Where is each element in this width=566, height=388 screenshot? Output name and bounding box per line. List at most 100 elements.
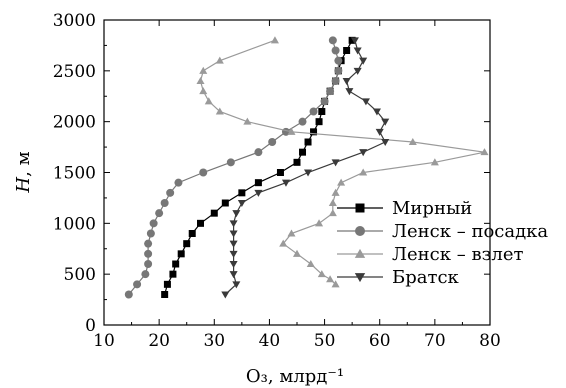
legend-label: Мирный <box>392 198 472 219</box>
data-point <box>177 250 185 258</box>
data-point <box>408 137 417 146</box>
data-point <box>334 66 343 75</box>
data-point <box>166 188 175 197</box>
legend-label: Ленск – взлет <box>392 244 523 265</box>
data-point <box>361 98 370 106</box>
data-point <box>345 88 354 96</box>
x-axis-title: O₃, млрд⁻¹ <box>246 366 344 387</box>
data-point <box>309 107 318 116</box>
data-point <box>281 179 290 187</box>
data-point <box>304 138 312 146</box>
data-point <box>331 159 340 167</box>
data-point <box>254 148 263 157</box>
data-point <box>326 275 335 283</box>
data-point <box>141 270 150 279</box>
y-tick-label: 1500 <box>53 164 96 184</box>
data-point <box>161 291 169 298</box>
data-point <box>359 149 368 157</box>
x-tick-label: 60 <box>369 331 391 351</box>
data-point <box>172 260 180 268</box>
data-point <box>430 158 439 166</box>
x-tick-label: 10 <box>93 331 115 351</box>
data-point <box>480 148 489 156</box>
data-point <box>331 188 340 196</box>
data-point <box>237 199 246 208</box>
data-point <box>196 76 205 85</box>
y-axis-title: H, м <box>13 151 34 193</box>
data-point <box>169 270 177 278</box>
data-point <box>146 229 155 238</box>
axes: 10 20 30 40 50 60 70 80 0 500 1000 1500 2000 2500 3000 <box>53 11 501 351</box>
data-point <box>331 280 340 288</box>
data-point <box>174 178 183 187</box>
data-point <box>229 250 238 258</box>
y-tick-label: 2500 <box>53 62 96 82</box>
data-point <box>243 117 252 125</box>
data-point <box>229 220 238 228</box>
data-point <box>215 56 224 64</box>
legend-label: Братск <box>392 267 460 288</box>
data-point <box>331 46 340 55</box>
data-point <box>229 240 238 248</box>
data-point <box>381 118 390 126</box>
data-point <box>375 128 384 136</box>
data-point <box>188 230 196 237</box>
data-point <box>183 240 191 248</box>
data-point <box>359 57 368 65</box>
data-point <box>334 56 343 65</box>
data-point <box>299 148 307 156</box>
y-tick-label: 500 <box>64 265 96 285</box>
data-point <box>306 259 315 268</box>
data-point <box>221 291 230 299</box>
data-point <box>359 168 368 176</box>
data-point <box>350 37 359 45</box>
legend-entry-4: Братск <box>337 267 460 288</box>
data-point <box>254 189 263 197</box>
data-point <box>144 260 153 268</box>
data-point <box>232 281 241 289</box>
data-point <box>315 219 324 227</box>
legend-entry-1: Мирный <box>337 198 472 219</box>
data-point <box>353 47 362 55</box>
data-point <box>124 290 133 299</box>
data-point <box>144 239 153 248</box>
series-line <box>164 40 353 295</box>
data-point <box>204 97 213 105</box>
legend-marker <box>355 203 365 213</box>
data-point <box>328 209 337 217</box>
series-4 <box>221 37 390 299</box>
legend-marker <box>355 226 365 236</box>
data-point <box>210 209 218 217</box>
y-tick-label: 0 <box>85 316 96 336</box>
data-point <box>298 117 307 126</box>
data-point <box>292 249 302 257</box>
data-point <box>317 270 326 278</box>
legend-entry-3: Ленск – взлет <box>337 244 523 265</box>
data-point <box>337 178 346 186</box>
data-point <box>144 249 153 258</box>
legend-marker <box>354 248 366 258</box>
data-point <box>197 219 204 227</box>
data-point <box>254 179 262 187</box>
data-point <box>328 198 337 207</box>
y-tick-label: 2000 <box>53 113 96 133</box>
data-point <box>320 97 329 106</box>
data-point <box>163 280 171 288</box>
data-point <box>268 138 277 146</box>
data-point <box>229 260 238 269</box>
x-tick-label: 50 <box>314 331 336 351</box>
x-tick-label: 70 <box>424 331 446 351</box>
data-point <box>160 199 169 207</box>
data-point <box>133 280 142 289</box>
x-tick-label: 40 <box>259 331 281 351</box>
y-tick-label: 1000 <box>53 214 96 234</box>
data-point <box>342 77 351 86</box>
series-layer <box>124 36 489 299</box>
legend-label: Ленск – посадка <box>392 221 548 242</box>
x-tick-label: 30 <box>203 331 225 351</box>
y-axis-symbol: H <box>13 177 34 194</box>
data-point <box>326 87 335 96</box>
data-point <box>155 209 164 218</box>
data-point <box>287 127 296 135</box>
